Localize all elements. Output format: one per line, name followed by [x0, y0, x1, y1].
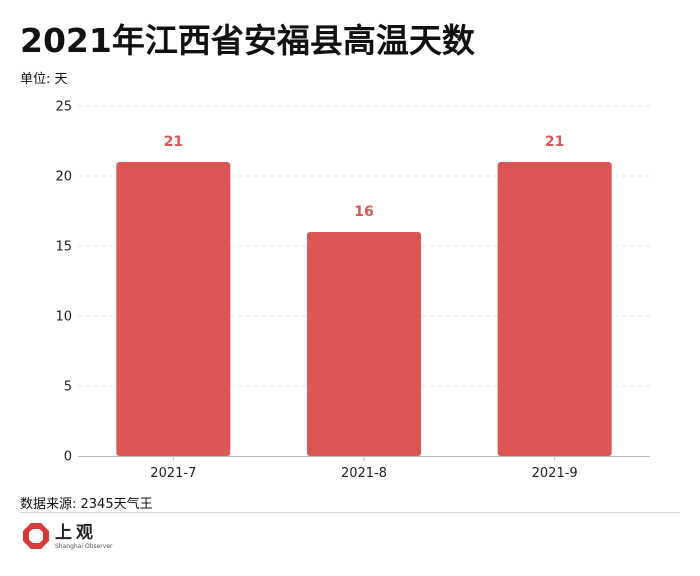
- bar: [116, 162, 231, 456]
- footer-divider: [20, 512, 680, 513]
- data-source: 数据来源: 2345天气王: [20, 497, 153, 512]
- octagon-ring-logo-icon: [23, 523, 49, 549]
- logo-name-en: Shanghai Observer: [55, 542, 113, 550]
- y-tick-label: 20: [55, 170, 72, 185]
- logo-name-cn: 上观: [55, 522, 97, 543]
- bar-value-label: 21: [164, 134, 183, 150]
- unit-label: 单位: 天: [20, 72, 68, 87]
- y-tick-label: 5: [64, 380, 72, 395]
- y-tick-label: 25: [55, 100, 72, 115]
- x-tick-label: 2021-8: [341, 466, 387, 481]
- y-tick-label: 15: [55, 240, 72, 255]
- bar-value-label: 21: [545, 134, 564, 150]
- x-axis-ticks: 2021-7 2021-8 2021-9: [150, 456, 578, 481]
- bars: [116, 162, 612, 456]
- x-tick-label: 2021-7: [150, 466, 196, 481]
- chart-title: 2021年江西省安福县高温天数: [20, 21, 475, 60]
- bar: [307, 232, 421, 456]
- y-axis-ticks: 0 5 10 15 20 25: [55, 100, 72, 465]
- x-tick-label: 2021-9: [532, 466, 578, 481]
- data-labels: 21 16 21: [164, 134, 565, 220]
- bar-value-label: 16: [354, 204, 373, 220]
- y-tick-label: 10: [55, 310, 72, 325]
- brand-logo: 上观 Shanghai Observer: [22, 522, 112, 550]
- y-tick-label: 0: [64, 450, 72, 465]
- bar: [497, 162, 612, 456]
- bar-chart: 0 5 10 15 20 25 21 16 21 2021-7 2021-8 2021-9: [55, 100, 650, 481]
